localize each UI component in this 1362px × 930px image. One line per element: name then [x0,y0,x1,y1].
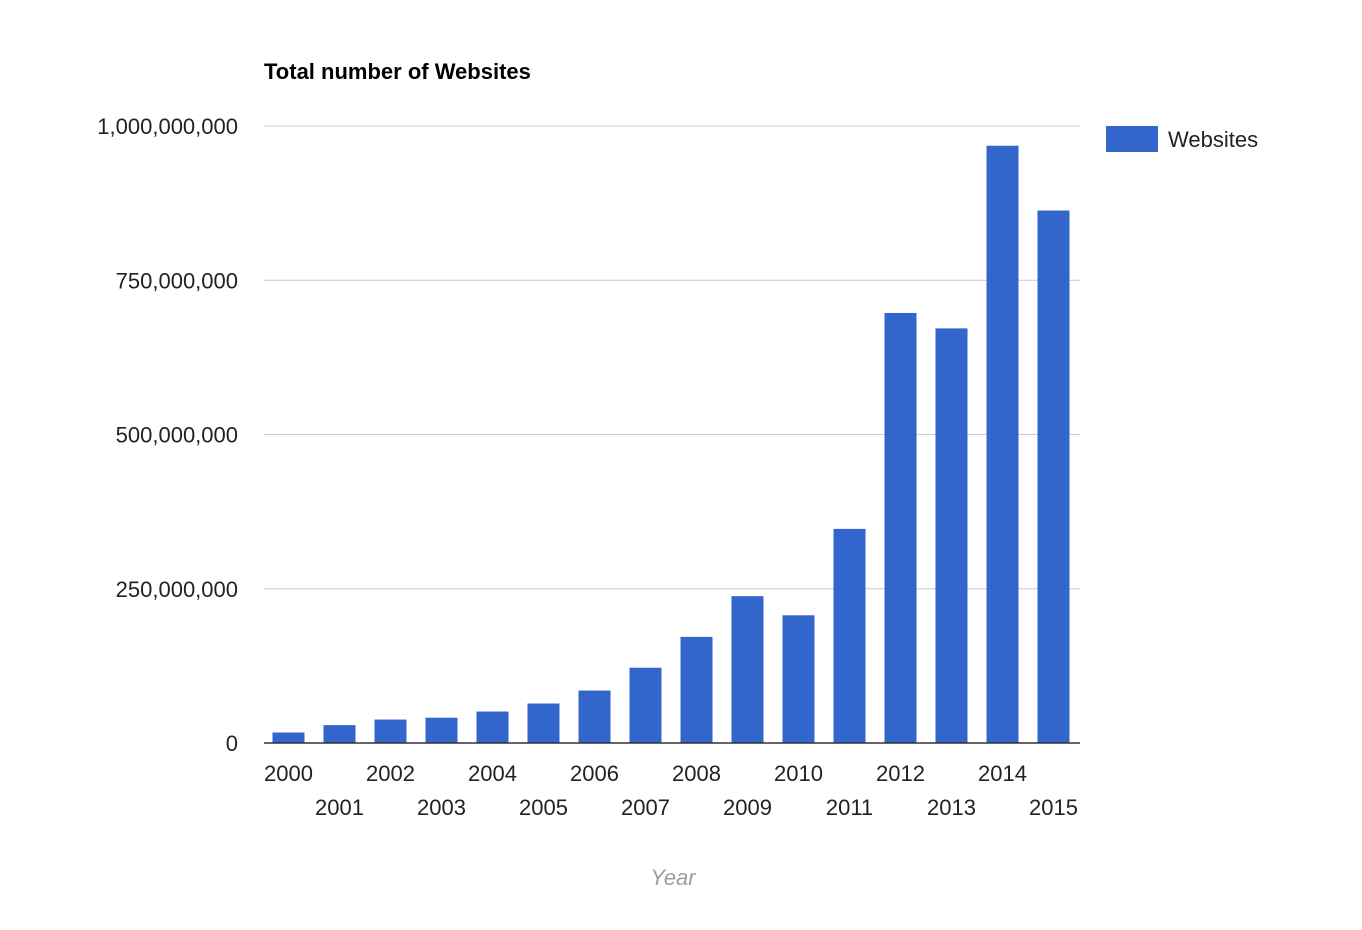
x-tick-label: 2004 [468,761,517,786]
x-tick-label: 2010 [774,761,823,786]
bar-2004[interactable] [476,711,509,743]
legend[interactable]: Websites [1106,126,1258,152]
y-tick-label: 1,000,000,000 [97,114,238,139]
x-axis-label: Year [650,865,697,890]
x-tick-label: 2002 [366,761,415,786]
bar-2005[interactable] [527,703,560,743]
bar-2010[interactable] [782,615,815,743]
bar-2015[interactable] [1037,210,1070,744]
x-axis-ticks: 2000200120022003200420052006200720082009… [264,761,1078,820]
bar-2002[interactable] [374,719,407,743]
bar-2011[interactable] [833,528,866,743]
bar-2012[interactable] [884,312,917,743]
x-tick-label: 2014 [978,761,1027,786]
bar-2009[interactable] [731,596,764,743]
bar-2006[interactable] [578,690,611,743]
bar-2000[interactable] [272,732,305,743]
x-tick-label: 2000 [264,761,313,786]
bars [272,145,1070,744]
bar-2014[interactable] [986,145,1019,743]
y-axis-ticks: 0 250,000,000 500,000,000 750,000,000 1,000,… [97,114,238,756]
x-tick-label: 2007 [621,795,670,820]
x-tick-label: 2015 [1029,795,1078,820]
legend-label: Websites [1168,127,1258,152]
x-tick-label: 2005 [519,795,568,820]
y-tick-label: 750,000,000 [116,268,238,293]
legend-swatch [1106,126,1158,152]
x-tick-label: 2006 [570,761,619,786]
bar-2003[interactable] [425,717,458,743]
y-tick-label: 0 [226,731,238,756]
x-tick-label: 2008 [672,761,721,786]
y-tick-label: 500,000,000 [116,423,238,448]
bar-2001[interactable] [323,725,356,743]
chart-title: Total number of Websites [264,59,531,84]
x-tick-label: 2011 [826,795,873,820]
y-tick-label: 250,000,000 [116,577,238,602]
bar-2013[interactable] [935,328,968,743]
x-tick-label: 2013 [927,795,976,820]
x-tick-label: 2001 [315,795,364,820]
x-tick-label: 2009 [723,795,772,820]
x-tick-label: 2012 [876,761,925,786]
bar-2008[interactable] [680,636,713,743]
x-tick-label: 2003 [417,795,466,820]
bar-2007[interactable] [629,667,662,743]
